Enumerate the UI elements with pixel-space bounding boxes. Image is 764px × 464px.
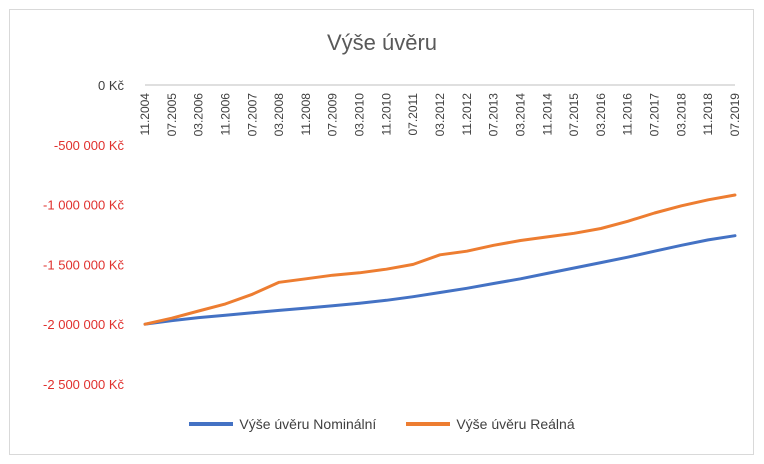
x-tick-label: 11.2014 bbox=[540, 93, 554, 136]
x-tick-label: 03.2006 bbox=[192, 93, 206, 137]
chart-title: Výše úvěru bbox=[326, 30, 438, 55]
legend: Výše úvěru Nominální Výše úvěru Reálná bbox=[0, 416, 764, 432]
x-tick-label: 07.2011 bbox=[406, 93, 420, 136]
series-lines bbox=[143, 193, 737, 326]
series-line-nominal bbox=[143, 234, 737, 326]
x-tick-label: 03.2010 bbox=[353, 93, 367, 137]
y-tick-label: -500 000 Kč bbox=[54, 138, 125, 153]
x-tick-label: 07.2015 bbox=[567, 93, 581, 137]
y-tick-label: 0 Kč bbox=[98, 78, 125, 93]
x-tick-label: 03.2008 bbox=[272, 93, 286, 137]
x-tick-label: 07.2017 bbox=[648, 93, 662, 137]
x-tick-label: 03.2018 bbox=[674, 93, 688, 137]
x-tick-label: 11.2012 bbox=[460, 93, 474, 136]
x-tick-label: 03.2012 bbox=[433, 93, 447, 137]
chart-frame bbox=[9, 9, 754, 455]
y-tick-label: -1 500 000 Kč bbox=[43, 257, 124, 272]
x-tick-label: 07.2009 bbox=[326, 93, 340, 137]
x-tick-label: 11.2006 bbox=[218, 93, 232, 136]
x-tick-label: 11.2018 bbox=[701, 93, 715, 136]
x-tick-label: 07.2013 bbox=[487, 93, 501, 137]
y-tick-label: -2 500 000 Kč bbox=[43, 377, 124, 392]
legend-item-nominal: Výše úvěru Nominální bbox=[189, 416, 376, 432]
x-tick-label: 07.2019 bbox=[728, 93, 742, 137]
y-tick-label: -1 000 000 Kč bbox=[43, 198, 124, 213]
x-tick-label: 03.2016 bbox=[594, 93, 608, 137]
y-axis-ticks: 0 Kč -500 000 Kč -1 000 000 Kč -1 500 000 K… bbox=[43, 78, 124, 392]
series-line-real bbox=[143, 193, 737, 326]
legend-label-real: Výše úvěru Reálná bbox=[456, 416, 575, 432]
x-tick-label: 07.2005 bbox=[165, 93, 179, 137]
x-tick-label: 11.2016 bbox=[621, 93, 635, 136]
legend-item-real: Výše úvěru Reálná bbox=[406, 416, 575, 432]
x-axis-ticks: 11.2004 07.2005 03.2006 11.2006 07.2007 03.20… bbox=[138, 93, 742, 137]
x-tick-label: 11.2008 bbox=[299, 93, 313, 136]
legend-label-nominal: Výše úvěru Nominální bbox=[239, 416, 377, 432]
y-tick-label: -2 000 000 Kč bbox=[43, 317, 124, 332]
x-tick-label: 11.2010 bbox=[379, 93, 393, 136]
legend-swatch-real bbox=[406, 422, 451, 426]
x-tick-label: 03.2014 bbox=[513, 93, 527, 137]
x-tick-label: 11.2004 bbox=[138, 93, 152, 136]
legend-swatch-nominal bbox=[189, 422, 234, 426]
x-tick-label: 07.2007 bbox=[245, 93, 259, 137]
